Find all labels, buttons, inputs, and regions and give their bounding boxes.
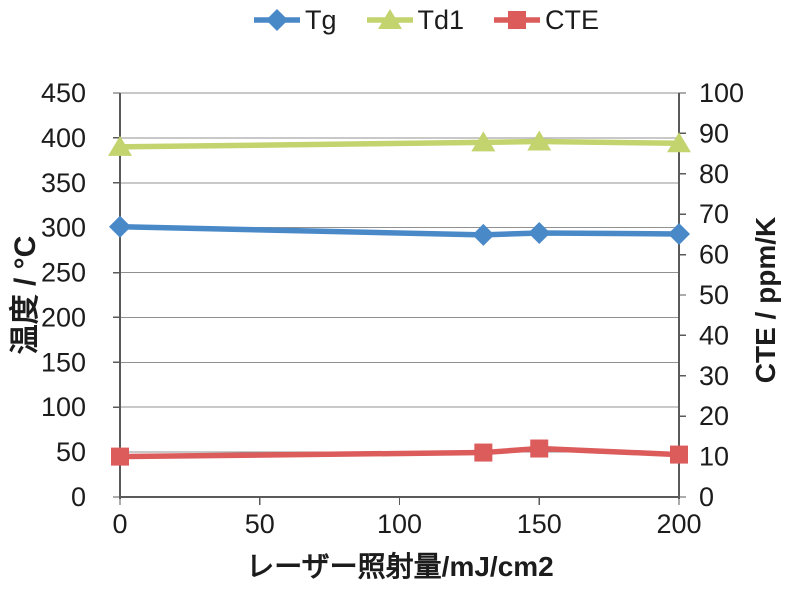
- right-axis-tick-label: 40: [699, 320, 729, 350]
- right-axis-tick-label: 100: [699, 78, 744, 108]
- left-axis-tick-label: 50: [56, 437, 86, 467]
- legend-triangle-icon: [366, 9, 413, 29]
- legend-marker-td1: [377, 9, 402, 29]
- left-axis-tick-label: 300: [41, 213, 86, 243]
- legend-label-cte: CTE: [545, 4, 600, 35]
- left-axis-tick-label: 450: [41, 78, 86, 108]
- left-axis-title: 温度 / °C: [9, 235, 42, 355]
- left-axis-tick-label: 150: [41, 347, 86, 377]
- legend-item-td1: Td1: [365, 4, 465, 36]
- series-marker-td1: [527, 130, 552, 151]
- legend-square-icon: [494, 11, 541, 29]
- x-axis-tick-label: 0: [112, 509, 127, 539]
- right-axis-tick-label: 90: [699, 118, 729, 148]
- x-axis-tick-label: 100: [377, 509, 422, 539]
- series-marker-tg: [472, 223, 495, 246]
- right-axis-tick-label: 0: [699, 482, 714, 512]
- legend-marker-tg: [266, 9, 288, 31]
- legend-item-cte: CTE: [492, 4, 599, 36]
- right-axis-tick-label: 10: [699, 442, 729, 472]
- left-axis-tick-label: 250: [41, 258, 86, 288]
- series-marker-td1: [108, 135, 132, 156]
- chart-legend: Tg Td1 CTE: [252, 4, 599, 36]
- right-axis-tick-label: 20: [699, 401, 729, 431]
- left-axis-tick-label: 100: [41, 392, 86, 422]
- series-marker-cte: [670, 445, 688, 464]
- series-marker-cte: [474, 443, 493, 462]
- left-axis-tick-label: 0: [71, 482, 86, 512]
- series-marker-tg: [528, 222, 551, 245]
- series-line-tg: [117, 224, 682, 238]
- right-axis-tick-label: 70: [699, 199, 729, 229]
- series-line-td1: [117, 138, 682, 150]
- right-axis-tick-label: 50: [699, 280, 729, 310]
- right-axis-tick-label: 60: [699, 240, 729, 270]
- right-axis-title: CTE / ppm/K: [750, 216, 781, 384]
- left-axis-tick-label: 400: [41, 123, 86, 153]
- right-axis-tick-label: 30: [699, 361, 729, 391]
- x-axis-tick-label: 50: [245, 509, 275, 539]
- legend-label-td1: Td1: [417, 4, 465, 35]
- legend-label-tg: Tg: [305, 4, 337, 35]
- series-marker-td1: [471, 131, 496, 152]
- left-axis-tick-label: 200: [41, 302, 86, 332]
- series-marker-cte: [111, 447, 129, 466]
- series-marker-tg: [668, 222, 690, 245]
- left-axis-tick-label: 350: [41, 168, 86, 198]
- x-axis-tick-label: 200: [656, 509, 701, 539]
- legend-marker-cte: [508, 11, 527, 29]
- x-axis-tick-label: 150: [517, 509, 562, 539]
- series-line-cte: [117, 445, 682, 460]
- x-axis-title: レーザー照射量/mJ/cm2: [246, 551, 554, 582]
- right-axis-tick-label: 80: [699, 159, 729, 189]
- legend-diamond-icon: [254, 9, 300, 31]
- series-marker-tg: [109, 215, 131, 238]
- legend-item-tg: Tg: [252, 4, 337, 36]
- series-marker-td1: [667, 132, 691, 153]
- series-marker-cte: [530, 439, 549, 458]
